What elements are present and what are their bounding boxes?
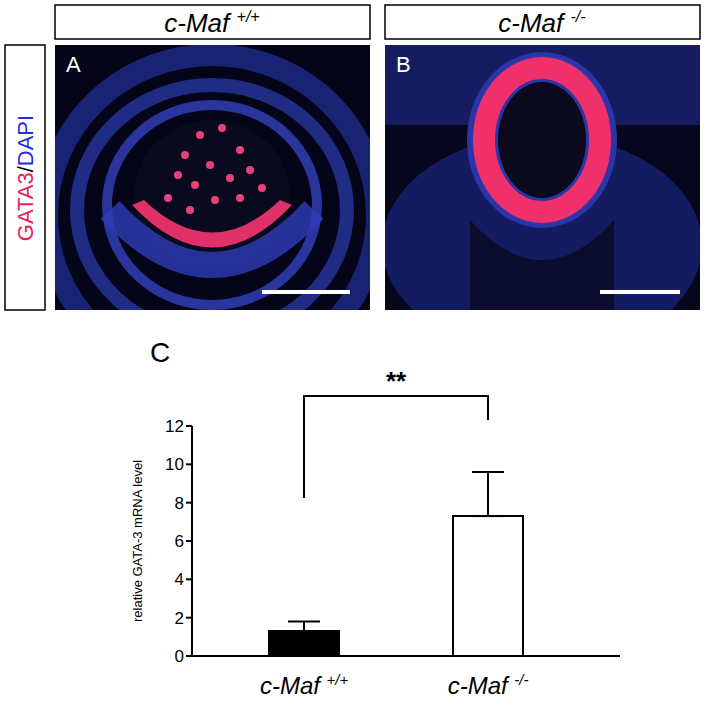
- svg-text:8: 8: [175, 494, 184, 513]
- svg-text:12: 12: [165, 417, 184, 436]
- svg-text:4: 4: [175, 570, 184, 589]
- svg-text:c-Maf +/+: c-Maf +/+: [260, 672, 348, 699]
- svg-text:C: C: [150, 337, 170, 368]
- svg-text:B: B: [396, 52, 411, 77]
- svg-text:GATA3/DAPI: GATA3/DAPI: [13, 115, 38, 241]
- svg-text:6: 6: [175, 532, 184, 551]
- svg-text:0: 0: [175, 647, 184, 666]
- svg-text:2: 2: [175, 609, 184, 628]
- svg-text:c-Maf -/-: c-Maf -/-: [448, 672, 529, 699]
- svg-text:c-Maf +/+: c-Maf +/+: [164, 7, 260, 38]
- svg-text:relative GATA-3 mRNA level: relative GATA-3 mRNA level: [130, 460, 145, 622]
- svg-text:c-Maf -/-: c-Maf -/-: [498, 7, 585, 38]
- svg-text:A: A: [66, 52, 81, 77]
- svg-text:10: 10: [165, 455, 184, 474]
- svg-text:**: **: [386, 366, 407, 396]
